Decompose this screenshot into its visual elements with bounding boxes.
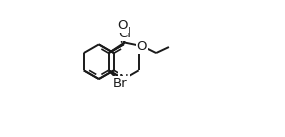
Text: O: O (137, 40, 147, 53)
Text: O: O (118, 19, 128, 32)
Text: Br: Br (113, 77, 127, 90)
Text: Cl: Cl (119, 27, 132, 40)
Text: N: N (119, 73, 129, 85)
